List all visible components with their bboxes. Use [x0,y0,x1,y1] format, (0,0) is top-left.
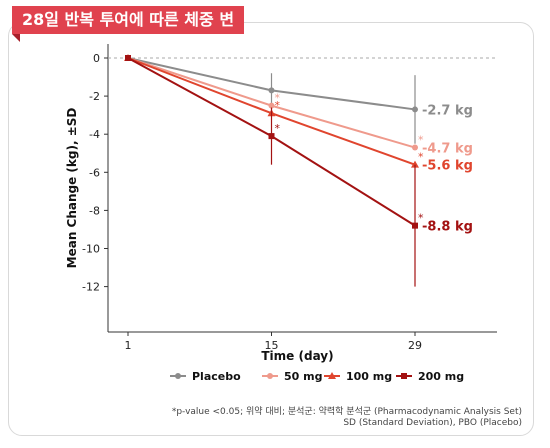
data-point-200-mg [268,133,275,140]
data-point-placebo [412,106,418,113]
data-point-50-mg [412,144,418,151]
data-point-200-mg [125,55,131,61]
data-point-200-mg [412,222,418,229]
significance-mark-50-mg: * [275,92,281,105]
y-tick-label: -4 [89,128,100,141]
data-point-50-mg [268,102,275,109]
data-point-100-mg [411,160,419,168]
y-axis-label: Mean Change (kg), ±SD [65,108,79,269]
legend-marker-50-mg [267,373,273,379]
end-label-placebo: -2.7 kg [422,103,473,118]
legend-label-50-mg: 50 mg [284,370,322,383]
significance-mark-200-mg: * [275,122,281,135]
x-tick-label: 29 [408,339,422,352]
x-tick-label: 1 [125,339,132,352]
x-axis-label: Time (day) [261,349,333,363]
banner-fold [12,34,20,42]
legend-label-100-mg: 100 mg [346,370,392,383]
end-label-100-mg: -5.6 kg [422,159,473,174]
legend-label-placebo: Placebo [192,370,241,383]
y-tick-label: -10 [82,243,100,256]
y-tick-label: -6 [89,166,100,179]
footnote-significance: *p-value <0.05; 위약 대비; 분석군: 약력학 분석군 (Pha… [171,407,522,417]
y-tick-label: -12 [82,281,100,294]
footnote-abbreviations: SD (Standard Deviation), PBO (Placebo) [343,418,522,428]
data-point-placebo [268,87,275,94]
legend-marker-100-mg [328,372,336,379]
y-tick-label: 0 [93,52,100,65]
title-banner: 28일 반복 투여에 따른 체중 변화 [12,6,244,57]
legend-marker-placebo [175,373,181,379]
chart-title: 28일 반복 투여에 따른 체중 변화 [22,10,235,57]
end-label-50-mg: -4.7 kg [422,142,473,157]
legend-label-200-mg: 200 mg [418,370,464,383]
significance-mark-50-mg: * [418,134,424,147]
legend-marker-200-mg [401,373,407,379]
end-label-200-mg: -8.8 kg [422,220,473,235]
y-tick-label: -8 [89,204,100,217]
significance-mark-100-mg: * [275,99,281,112]
x-tick-label: 15 [265,339,279,352]
significance-mark-100-mg: * [418,151,424,164]
y-tick-label: -2 [89,90,100,103]
significance-mark-200-mg: * [418,212,424,225]
